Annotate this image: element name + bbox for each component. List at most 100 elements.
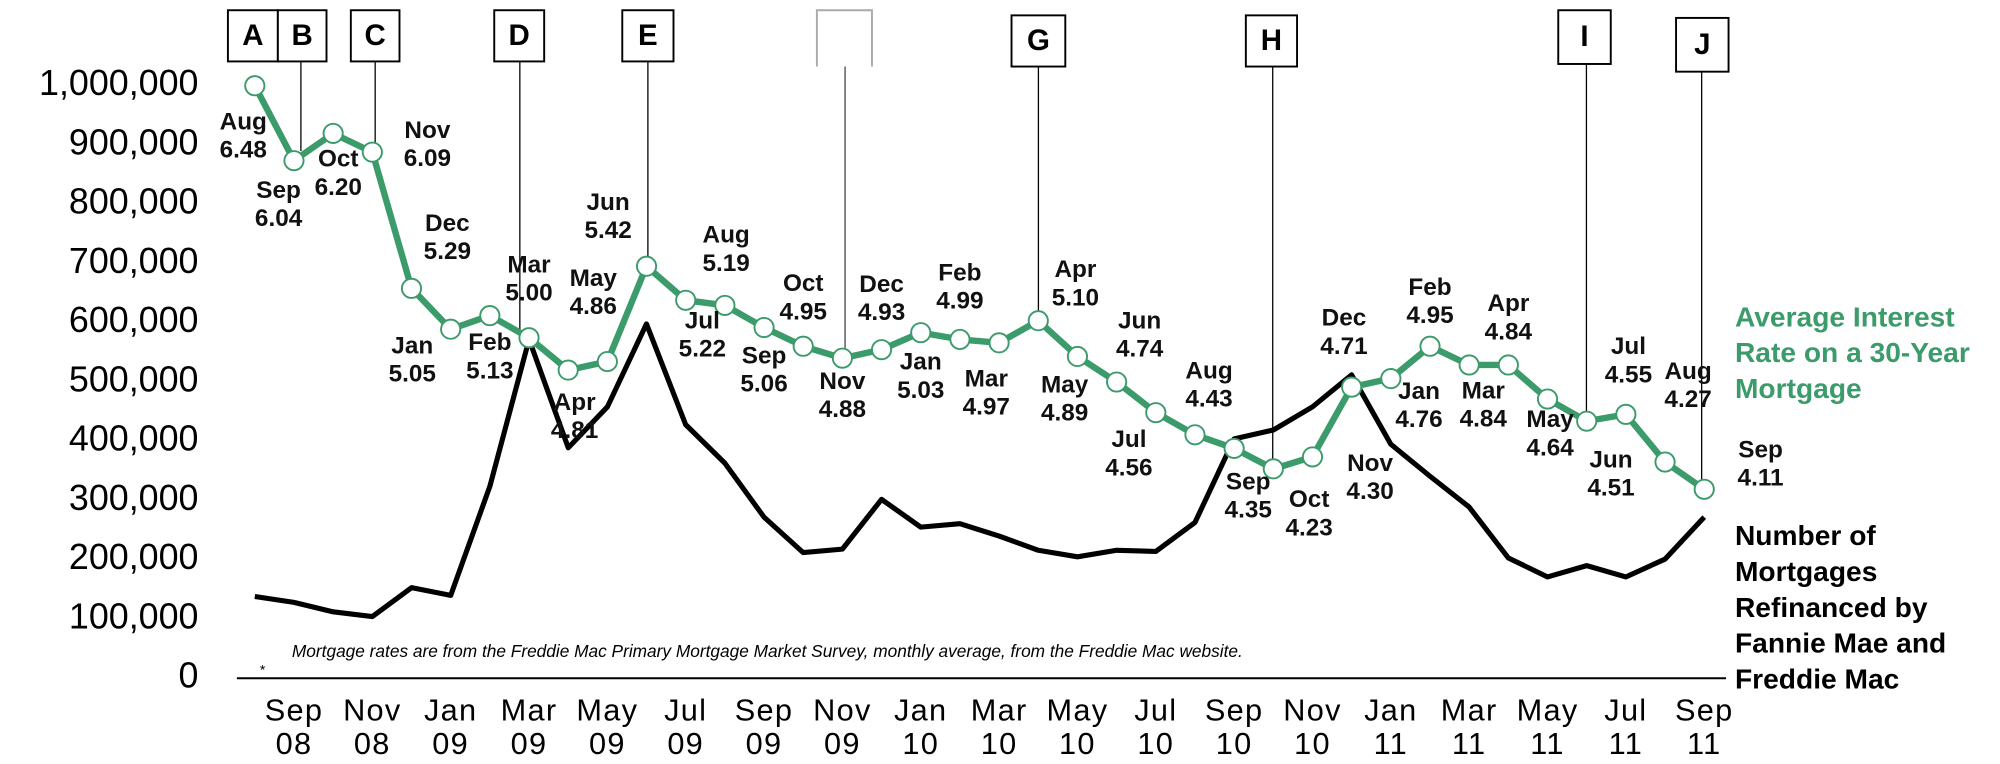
point-month-label: Jul [1111, 426, 1146, 453]
data-point [714, 294, 736, 316]
y-tick-label: 800,000 [69, 182, 199, 222]
y-tick-label: 500,000 [69, 359, 199, 399]
point-value-label: 4.51 [1587, 474, 1634, 501]
callout-box [349, 9, 401, 63]
callout-box [276, 9, 328, 63]
callout-label: C [365, 19, 386, 52]
y-tick-label: 700,000 [69, 241, 199, 281]
callout-label: B [292, 19, 313, 52]
callout-label: E [638, 19, 658, 52]
x-tick-label: Mar 10 [970, 694, 1028, 762]
point-month-label: Mar [1462, 377, 1506, 404]
callout-label: G [1027, 24, 1050, 57]
point-value-label: 4.64 [1526, 434, 1574, 461]
x-tick-label: Nov 09 [813, 694, 872, 762]
point-value-label: 5.03 [897, 377, 944, 404]
point-month-label: Jan [900, 349, 942, 376]
point-month-label: Mar [965, 365, 1009, 392]
point-month-label: Sep [256, 177, 301, 204]
callout-label: A [242, 19, 263, 52]
point-value-label: 4.55 [1605, 361, 1652, 388]
point-month-label: Oct [318, 146, 359, 173]
callout-label: J [1694, 28, 1710, 61]
point-month-label: Apr [554, 389, 596, 416]
x-tick-label-box: Jul 09 [664, 695, 706, 761]
x-tick-label-box: Nov 09 [813, 694, 872, 762]
point-month-label: Jun [587, 189, 630, 216]
point-month-label: Aug [1664, 358, 1711, 385]
data-point [1106, 371, 1128, 393]
callout-label: D [509, 19, 530, 52]
point-month-label: May [570, 265, 618, 292]
callout-box [1675, 16, 1730, 73]
data-point [1576, 410, 1598, 432]
x-tick-label: Sep 09 [734, 694, 794, 762]
point-month-label: Dec [425, 210, 470, 237]
data-point [1341, 376, 1363, 398]
y-tick-label: 100,000 [69, 596, 199, 636]
y-tick-label: 300,000 [69, 478, 199, 518]
point-value-label: 4.95 [780, 298, 827, 325]
point-value-label: 4.35 [1225, 497, 1272, 524]
x-tick-label-box: Mar 09 [500, 694, 558, 762]
x-tick-label: Sep 10 [1204, 694, 1264, 762]
point-month-label: Jul [685, 307, 720, 334]
data-point [1458, 354, 1480, 376]
point-month-label: Sep [1738, 436, 1783, 463]
x-tick-label-box: Jul 10 [1134, 694, 1178, 762]
data-point [1654, 451, 1676, 473]
x-tick-label: Mar 09 [500, 694, 558, 762]
x-tick-label: Jan 11 [1364, 694, 1418, 762]
point-value-label: 4.56 [1105, 454, 1152, 481]
point-month-label: May [1526, 406, 1574, 433]
callout-label: I [1580, 20, 1588, 53]
point-month-label: Dec [1322, 305, 1367, 332]
x-tick-label-box: Sep 09 [734, 694, 794, 762]
data-point [1497, 354, 1519, 376]
x-tick-label: Sep 11 [1674, 694, 1734, 762]
point-month-label: Dec [859, 271, 904, 298]
data-point [792, 335, 814, 357]
y-tick-label: 200,000 [69, 537, 199, 577]
point-value-label: 4.81 [551, 417, 598, 444]
point-value-label: 6.48 [220, 136, 267, 163]
data-point [1145, 402, 1167, 424]
data-point [675, 289, 697, 311]
legend-label: Number of Mortgages Refinanced by Fannie… [1734, 519, 1947, 695]
x-tick-label-box: May 10 [1046, 695, 1107, 761]
x-tick-label-box: Sep 10 [1204, 694, 1264, 762]
legend-label-box: Average Interest Rate on a 30-Year Mortg… [1735, 301, 1970, 405]
point-value-label: 4.88 [819, 396, 866, 423]
data-point [1027, 310, 1049, 332]
point-month-label: Jan [391, 333, 433, 360]
point-value-label: 4.71 [1320, 333, 1367, 360]
y-tick-label: 600,000 [69, 300, 199, 340]
x-tick-label: Jul 11 [1604, 694, 1648, 762]
legend-label-box: Number of Mortgages Refinanced by Fannie… [1734, 519, 1947, 695]
data-point [831, 347, 853, 369]
point-month-label: Feb [938, 260, 981, 287]
data-point [871, 339, 893, 361]
data-point [1301, 446, 1324, 468]
data-point [1184, 424, 1206, 446]
x-tick-label-box: Mar 11 [1440, 694, 1498, 762]
point-value-label: 5.10 [1052, 284, 1099, 311]
x-tick-label-box: Jan 10 [894, 695, 946, 761]
point-month-label: Apr [1487, 290, 1529, 317]
point-value-label: 4.86 [570, 293, 617, 320]
point-month-label: Jul [1611, 333, 1646, 360]
data-point [753, 316, 775, 339]
data-point [1693, 478, 1715, 500]
x-tick-label: Jul 10 [1134, 694, 1178, 762]
point-month-label: Sep [1226, 468, 1271, 495]
point-value-label: 4.43 [1185, 386, 1232, 413]
point-month-label: Apr [1054, 256, 1096, 283]
point-value-label: 5.05 [389, 361, 436, 388]
data-point [1066, 345, 1089, 368]
point-value-label: 5.19 [702, 250, 749, 277]
x-tick-label: Mar 11 [1440, 694, 1498, 762]
point-value-label: 4.76 [1395, 406, 1442, 433]
point-value-label: 4.84 [1460, 405, 1508, 432]
point-value-label: 4.11 [1738, 464, 1784, 491]
